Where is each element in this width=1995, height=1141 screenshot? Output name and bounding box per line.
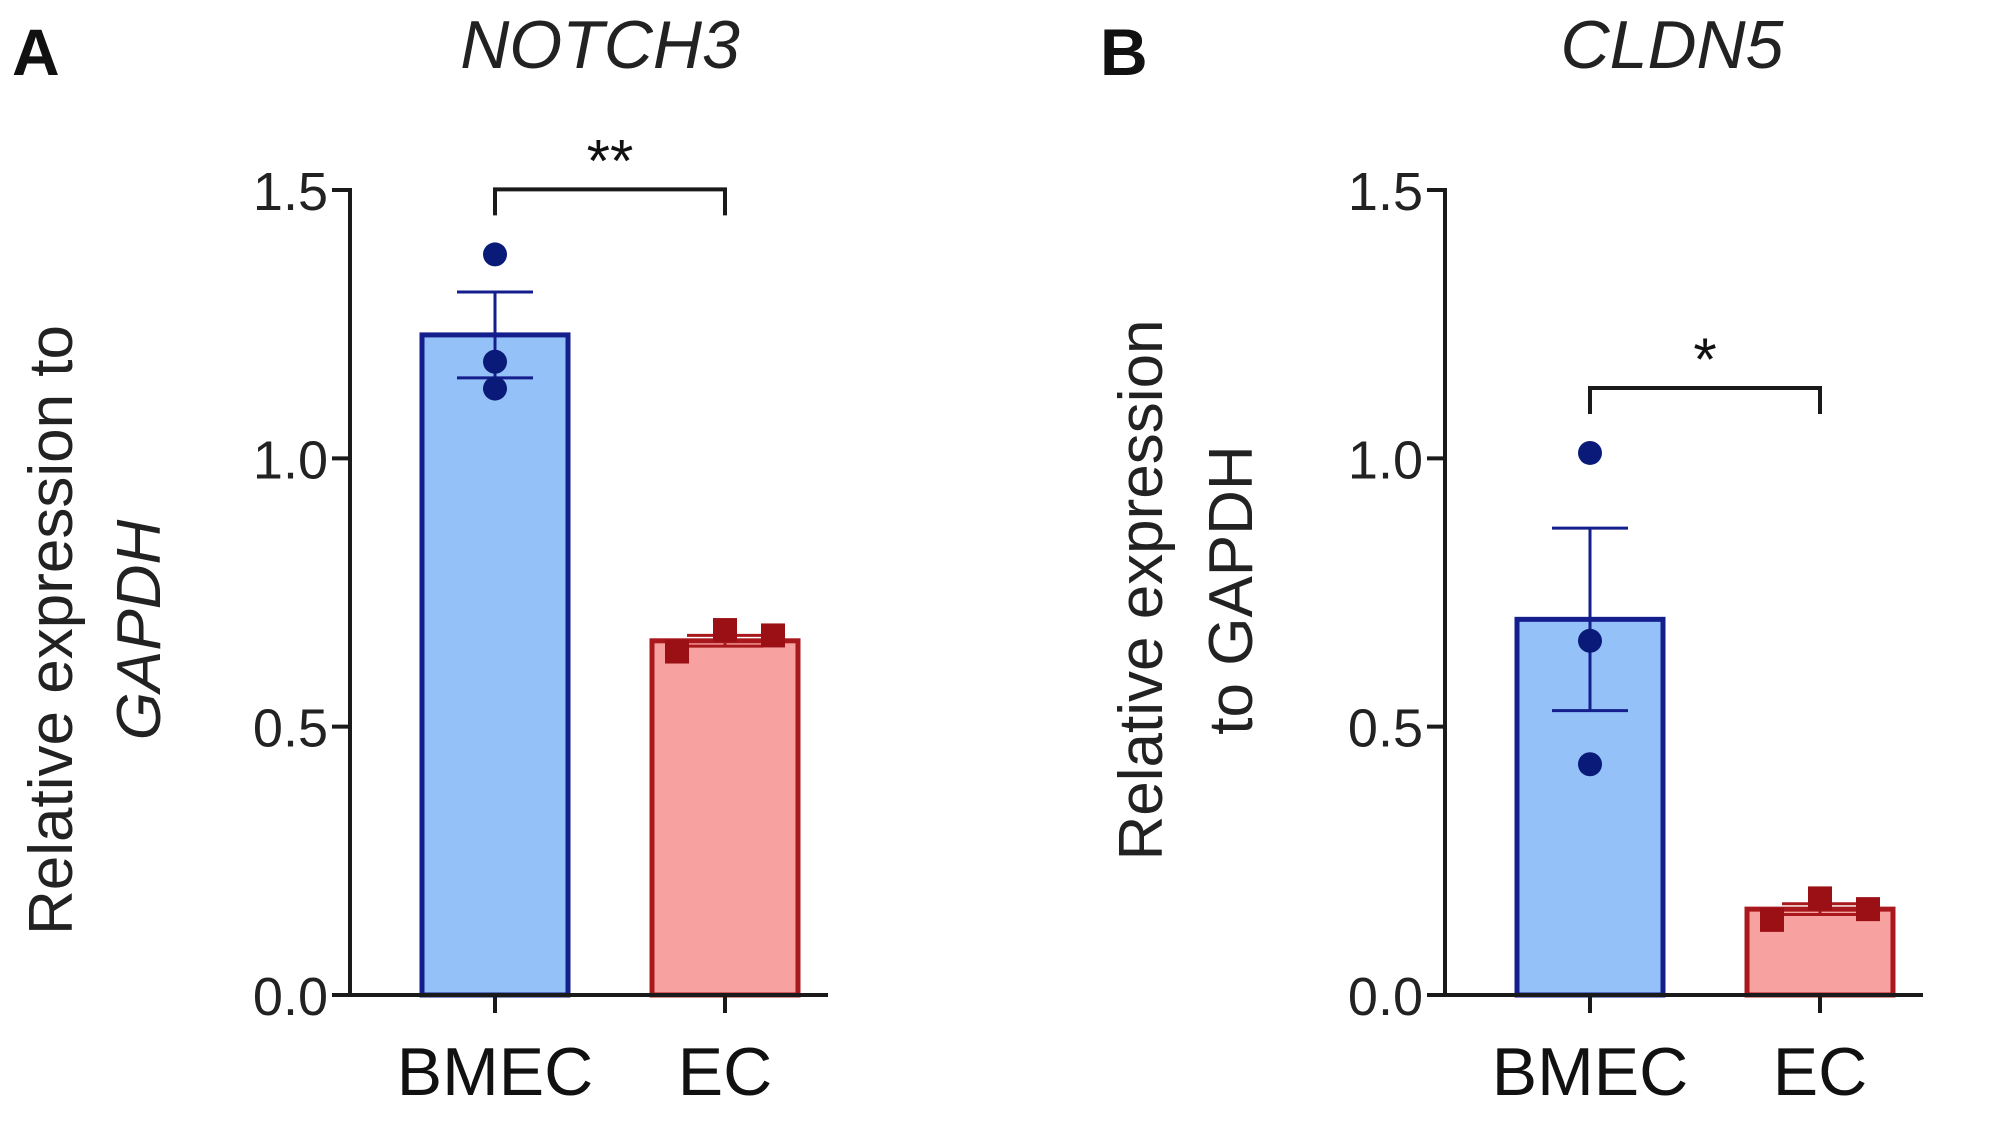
- x-tick-label-bmec: BMEC: [397, 1034, 593, 1110]
- significance-bracket: [493, 187, 727, 216]
- panel-b: B CLDN5 Relative expression to GAPDH 0.0…: [1100, 7, 1923, 1110]
- significance-label: **: [587, 127, 634, 194]
- data-point-ec: [1760, 907, 1784, 932]
- y-tick-label: 1.0: [253, 430, 328, 490]
- y-axis-label-line2: to GAPDH: [1197, 445, 1266, 734]
- data-point-ec: [713, 618, 737, 643]
- y-axis-label-line2: GAPDH: [105, 520, 174, 741]
- y-axis-label-line1: Relative expression to: [17, 325, 86, 935]
- chart-title-notch3: NOTCH3: [460, 7, 740, 83]
- data-point-ec: [1808, 886, 1832, 911]
- bar-bmec: [419, 332, 571, 998]
- y-tick-label: 1.5: [253, 162, 328, 222]
- data-point-bmec: [483, 349, 507, 374]
- data-point-ec: [1856, 897, 1880, 922]
- x-tick-label-bmec: BMEC: [1492, 1034, 1688, 1110]
- significance-bracket: [1588, 385, 1822, 414]
- y-tick-label: 1.5: [1348, 162, 1423, 222]
- x-tick-label-ec: EC: [1773, 1034, 1867, 1110]
- panel-label-b: B: [1100, 15, 1148, 89]
- bar-ec: [649, 638, 801, 998]
- y-tick-label: 1.0: [1348, 430, 1423, 490]
- panel-label-a: A: [12, 15, 60, 89]
- chart-title-cldn5: CLDN5: [1561, 7, 1784, 83]
- significance-label: *: [1693, 326, 1716, 393]
- data-point-ec: [665, 639, 689, 664]
- data-point-bmec: [1578, 628, 1602, 653]
- y-axis-label-line1: Relative expression: [1107, 319, 1176, 860]
- y-tick-label: 0.0: [253, 967, 328, 1027]
- data-point-ec: [761, 623, 785, 648]
- data-point-bmec: [1578, 752, 1602, 777]
- panel-a: A NOTCH3 Relative expression to GAPDH 0.…: [12, 7, 828, 1110]
- data-point-bmec: [483, 376, 507, 401]
- data-point-bmec: [483, 242, 507, 267]
- x-tick-label-ec: EC: [678, 1034, 772, 1110]
- y-tick-label: 0.0: [1348, 967, 1423, 1027]
- y-tick-label: 0.5: [1348, 699, 1423, 759]
- data-point-bmec: [1578, 440, 1602, 465]
- y-tick-label: 0.5: [253, 699, 328, 759]
